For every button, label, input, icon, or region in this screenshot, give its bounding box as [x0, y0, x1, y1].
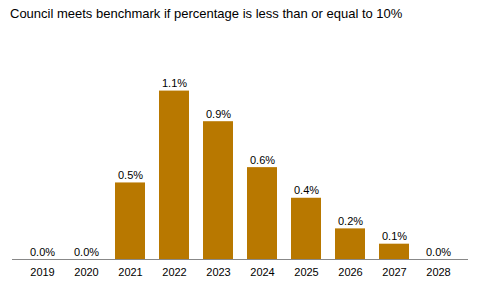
svg-text:2022: 2022	[162, 266, 186, 278]
svg-text:2027: 2027	[382, 266, 406, 278]
svg-text:2023: 2023	[206, 266, 230, 278]
svg-text:2024: 2024	[250, 266, 274, 278]
svg-text:0.1%: 0.1%	[382, 230, 407, 242]
svg-text:2020: 2020	[74, 266, 98, 278]
svg-text:2026: 2026	[338, 266, 362, 278]
svg-text:0.0%: 0.0%	[30, 246, 55, 258]
svg-text:0.5%: 0.5%	[118, 169, 143, 181]
html-text:Council meets benchmark if per: Council meets benchmark if percentage is…	[10, 6, 403, 21]
svg-text:2019: 2019	[30, 266, 54, 278]
svg-text:0.2%: 0.2%	[338, 215, 363, 227]
svg-text:0.4%: 0.4%	[294, 184, 319, 196]
svg-text:0.9%: 0.9%	[206, 108, 231, 120]
svg-text:2021: 2021	[118, 266, 142, 278]
svg-text:1.1%: 1.1%	[162, 77, 187, 89]
svg-text:2028: 2028	[426, 266, 450, 278]
svg-text:0.0%: 0.0%	[426, 246, 451, 258]
svg-text:0.6%: 0.6%	[250, 154, 275, 166]
svg-text:2025: 2025	[294, 266, 318, 278]
svg-text:0.0%: 0.0%	[74, 246, 99, 258]
